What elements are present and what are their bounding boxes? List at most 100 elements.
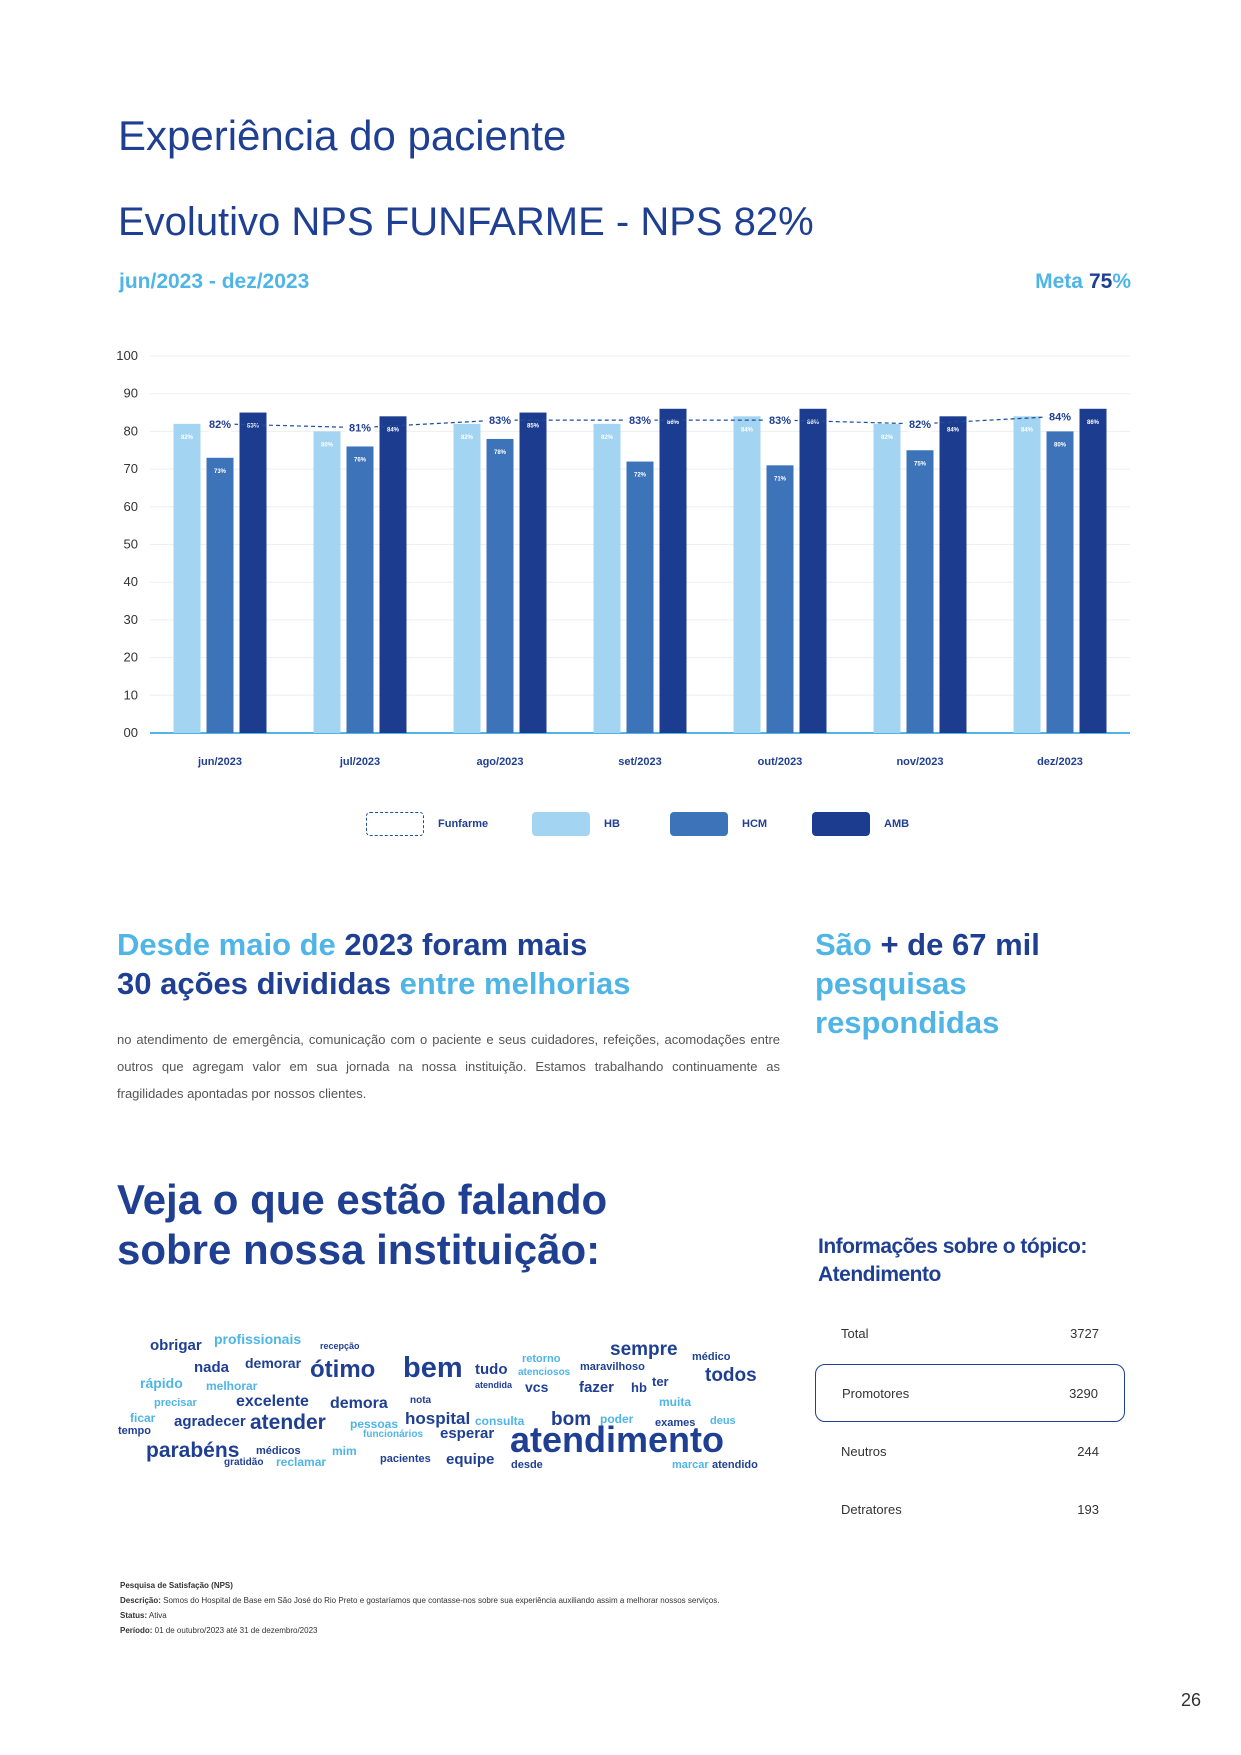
topic-row-label: Detratores [841,1501,902,1517]
cloud-word: atendimento [510,1419,725,1460]
bar-value-label: 71% [774,476,787,482]
cloud-word: maravilhoso [580,1361,645,1373]
bar-hcm [766,465,794,733]
surveys-heading-part: pesquisas [815,966,967,1001]
cloud-word: sempre [610,1339,678,1360]
cloud-word: vcs [525,1379,549,1395]
legend-label-amb: AMB [884,818,910,830]
cloud-word: todos [705,1365,757,1386]
line-value-label: 83% [489,415,511,427]
line-value-label: 81% [349,423,371,435]
bar-hcm [906,450,934,733]
cloud-word: parabéns [146,1439,240,1462]
actions-heading: Desde maio de 2023 foram mais 30 ações d… [117,925,630,1003]
bar-amb [659,408,687,733]
bar-value-label: 82% [181,435,194,441]
cloud-word: tudo [475,1361,508,1378]
surveys-heading: São + de 67 mil pesquisas respondidas [815,925,1040,1042]
bar-value-label: 86% [807,420,820,426]
topic-title: Informações sobre o tópico: Atendimento [818,1233,1087,1289]
cloud-word: marcar [672,1459,709,1471]
period-label: jun/2023 - dez/2023 [119,270,310,293]
footnote-period: 01 de outubro/2023 até 31 de dezembro/20… [152,1626,318,1635]
bar-value-label: 80% [321,442,334,448]
x-tick-label: set/2023 [618,756,661,768]
bar-value-label: 84% [947,427,960,433]
cloud-word: esperar [440,1425,495,1442]
legend-label-hb: HB [604,818,620,830]
cloud-heading-line: Veja o que estão falando [117,1176,608,1223]
y-tick-label: 90 [124,386,138,401]
cloud-word: muita [659,1395,692,1409]
cloud-word: consulta [475,1414,525,1428]
cloud-word: obrigar [150,1337,202,1354]
bar-value-label: 85% [527,424,540,430]
meta-target: Meta 75% [1035,270,1131,294]
surveys-heading-part: + de 67 mil [880,927,1040,962]
footnote-status: Ativa [147,1611,167,1620]
bar-value-label: 86% [667,420,680,426]
y-tick-label: 100 [116,348,138,363]
topic-row-total: Total 3727 [815,1305,1125,1361]
surveys-heading-part: respondidas [815,1005,1000,1040]
bar-amb [239,412,267,733]
meta-value: 75 [1088,270,1113,293]
bar-hb [453,423,481,733]
y-tick-label: 00 [124,725,138,740]
cloud-word: mim [332,1444,357,1458]
bar-value-label: 73% [214,469,227,475]
x-tick-label: jul/2023 [339,756,380,768]
cloud-word: hb [631,1380,647,1395]
actions-heading-part: 2023 foram mais [344,927,588,962]
bar-value-label: 84% [387,427,400,433]
chart-heading: Evolutivo NPS FUNFARME - NPS 82% [118,200,814,244]
topic-row-label: Promotores [842,1385,910,1401]
bar-value-label: 85% [247,424,260,430]
bar-value-label: 84% [741,427,754,433]
topic-row-value: 3290 [1069,1385,1098,1401]
bar-amb [1079,408,1107,733]
cloud-word: retorno [522,1353,561,1365]
cloud-word: fazer [579,1379,615,1396]
cloud-heading-line: sobre nossa instituição: [117,1226,601,1273]
bar-hb [593,423,621,733]
word-cloud: obrigar profissionais recepção nada demorar ó… [110,1330,790,1490]
cloud-word: gratidão [224,1457,264,1468]
cloud-word: pacientes [380,1453,431,1465]
bar-value-label: 82% [881,435,894,441]
cloud-word: reclamar [276,1455,327,1469]
topic-row-promotores: Promotores 3290 [815,1364,1125,1422]
bar-amb [379,416,407,733]
y-tick-label: 30 [124,612,138,627]
topic-row-label: Neutros [841,1443,887,1459]
cloud-word: excelente [236,1393,309,1410]
legend-swatch-amb [812,812,870,836]
y-tick-label: 40 [124,574,138,589]
bar-value-label: 86% [1087,420,1100,426]
cloud-word: pessoas [350,1417,399,1431]
y-tick-label: 80 [124,423,138,438]
page-number: 26 [1180,1690,1201,1710]
cloud-word: precisar [154,1397,197,1409]
meta-percent: % [1112,270,1131,293]
footnote-desc-label: Descrição: [120,1596,161,1605]
cloud-word: agradecer [174,1413,246,1430]
topic-row-label: Total [841,1325,869,1341]
cloud-word: equipe [446,1451,495,1468]
cloud-word: ficar [130,1411,156,1425]
footnote-desc: Somos do Hospital de Base em São José do… [160,1596,720,1605]
legend-item-hb: HB [532,812,620,836]
legend-swatch-hcm [670,812,728,836]
bar-hb [733,416,761,733]
cloud-word: atender [250,1411,326,1434]
line-value-label: 84% [1049,411,1071,423]
cloud-word: nota [410,1395,432,1406]
bar-value-label: 75% [914,461,927,467]
legend-item-hcm: HCM [670,812,767,836]
cloud-word: poder [600,1412,634,1426]
cloud-word: nada [194,1359,230,1376]
topic-row-value: 244 [1077,1443,1099,1459]
footnote-period-label: Período: [120,1626,153,1635]
cloud-word: recepção [320,1341,360,1351]
topic-row-value: 3727 [1070,1325,1099,1341]
